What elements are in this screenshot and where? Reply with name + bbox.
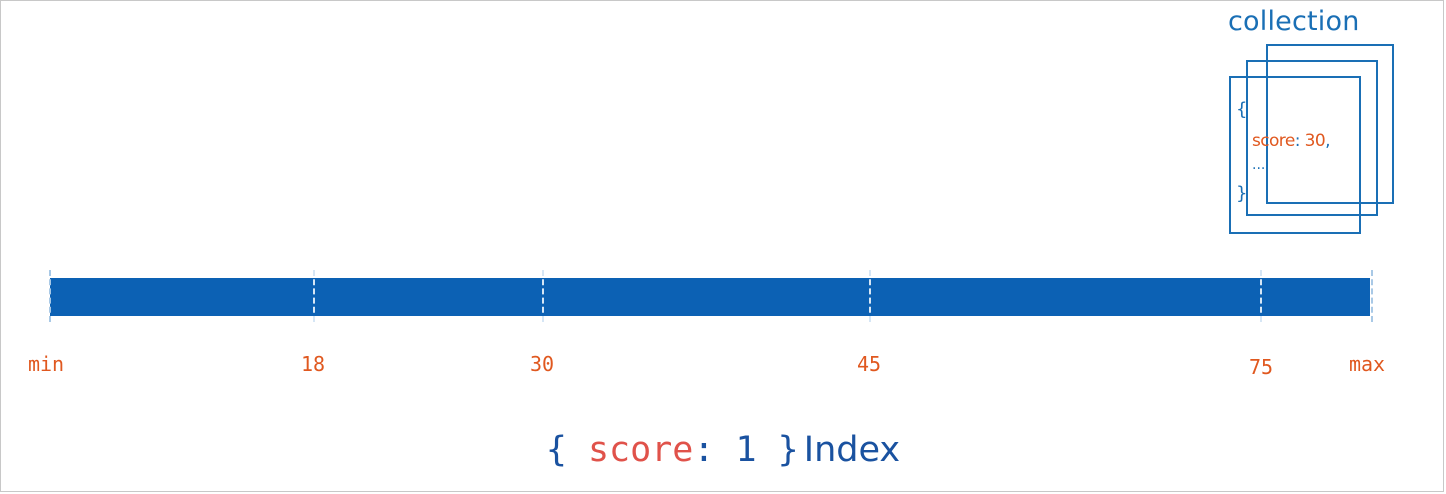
index-caption-rest: : 1 } xyxy=(693,430,799,470)
tick-75 xyxy=(1260,270,1262,322)
document-score-field: score: 30, xyxy=(1252,131,1330,151)
index-caption: { score: 1 } Index xyxy=(0,430,1446,470)
index-caption-open: { xyxy=(545,430,588,470)
tick-label-75: 75 xyxy=(1248,355,1274,379)
index-caption-word: Index xyxy=(803,430,901,470)
document-field-colon: : xyxy=(1294,131,1301,151)
document-close-brace: } xyxy=(1236,183,1248,204)
document-open-brace: { xyxy=(1236,99,1248,120)
collection-document-back xyxy=(1266,44,1394,204)
document-field-comma: , xyxy=(1325,131,1330,151)
tick-label-18: 18 xyxy=(300,352,326,376)
tick-18 xyxy=(313,270,315,322)
tick-45 xyxy=(869,270,871,322)
tick-label-max: max xyxy=(1348,352,1386,376)
tick-30 xyxy=(542,270,544,322)
tick-max xyxy=(1371,270,1373,322)
tick-label-45: 45 xyxy=(856,352,882,376)
index-bar xyxy=(50,278,1370,316)
collection-title: collection xyxy=(1228,6,1360,37)
document-field-value: 30 xyxy=(1304,131,1326,151)
tick-label-min: min xyxy=(27,352,65,376)
tick-label-30: 30 xyxy=(529,352,555,376)
document-field-key: score xyxy=(1252,131,1295,151)
collection-document-middle xyxy=(1246,60,1378,216)
document-ellipsis: ... xyxy=(1252,157,1266,173)
collection-document-front xyxy=(1229,76,1361,234)
tick-min xyxy=(49,270,51,322)
index-caption-key: score xyxy=(587,430,694,470)
